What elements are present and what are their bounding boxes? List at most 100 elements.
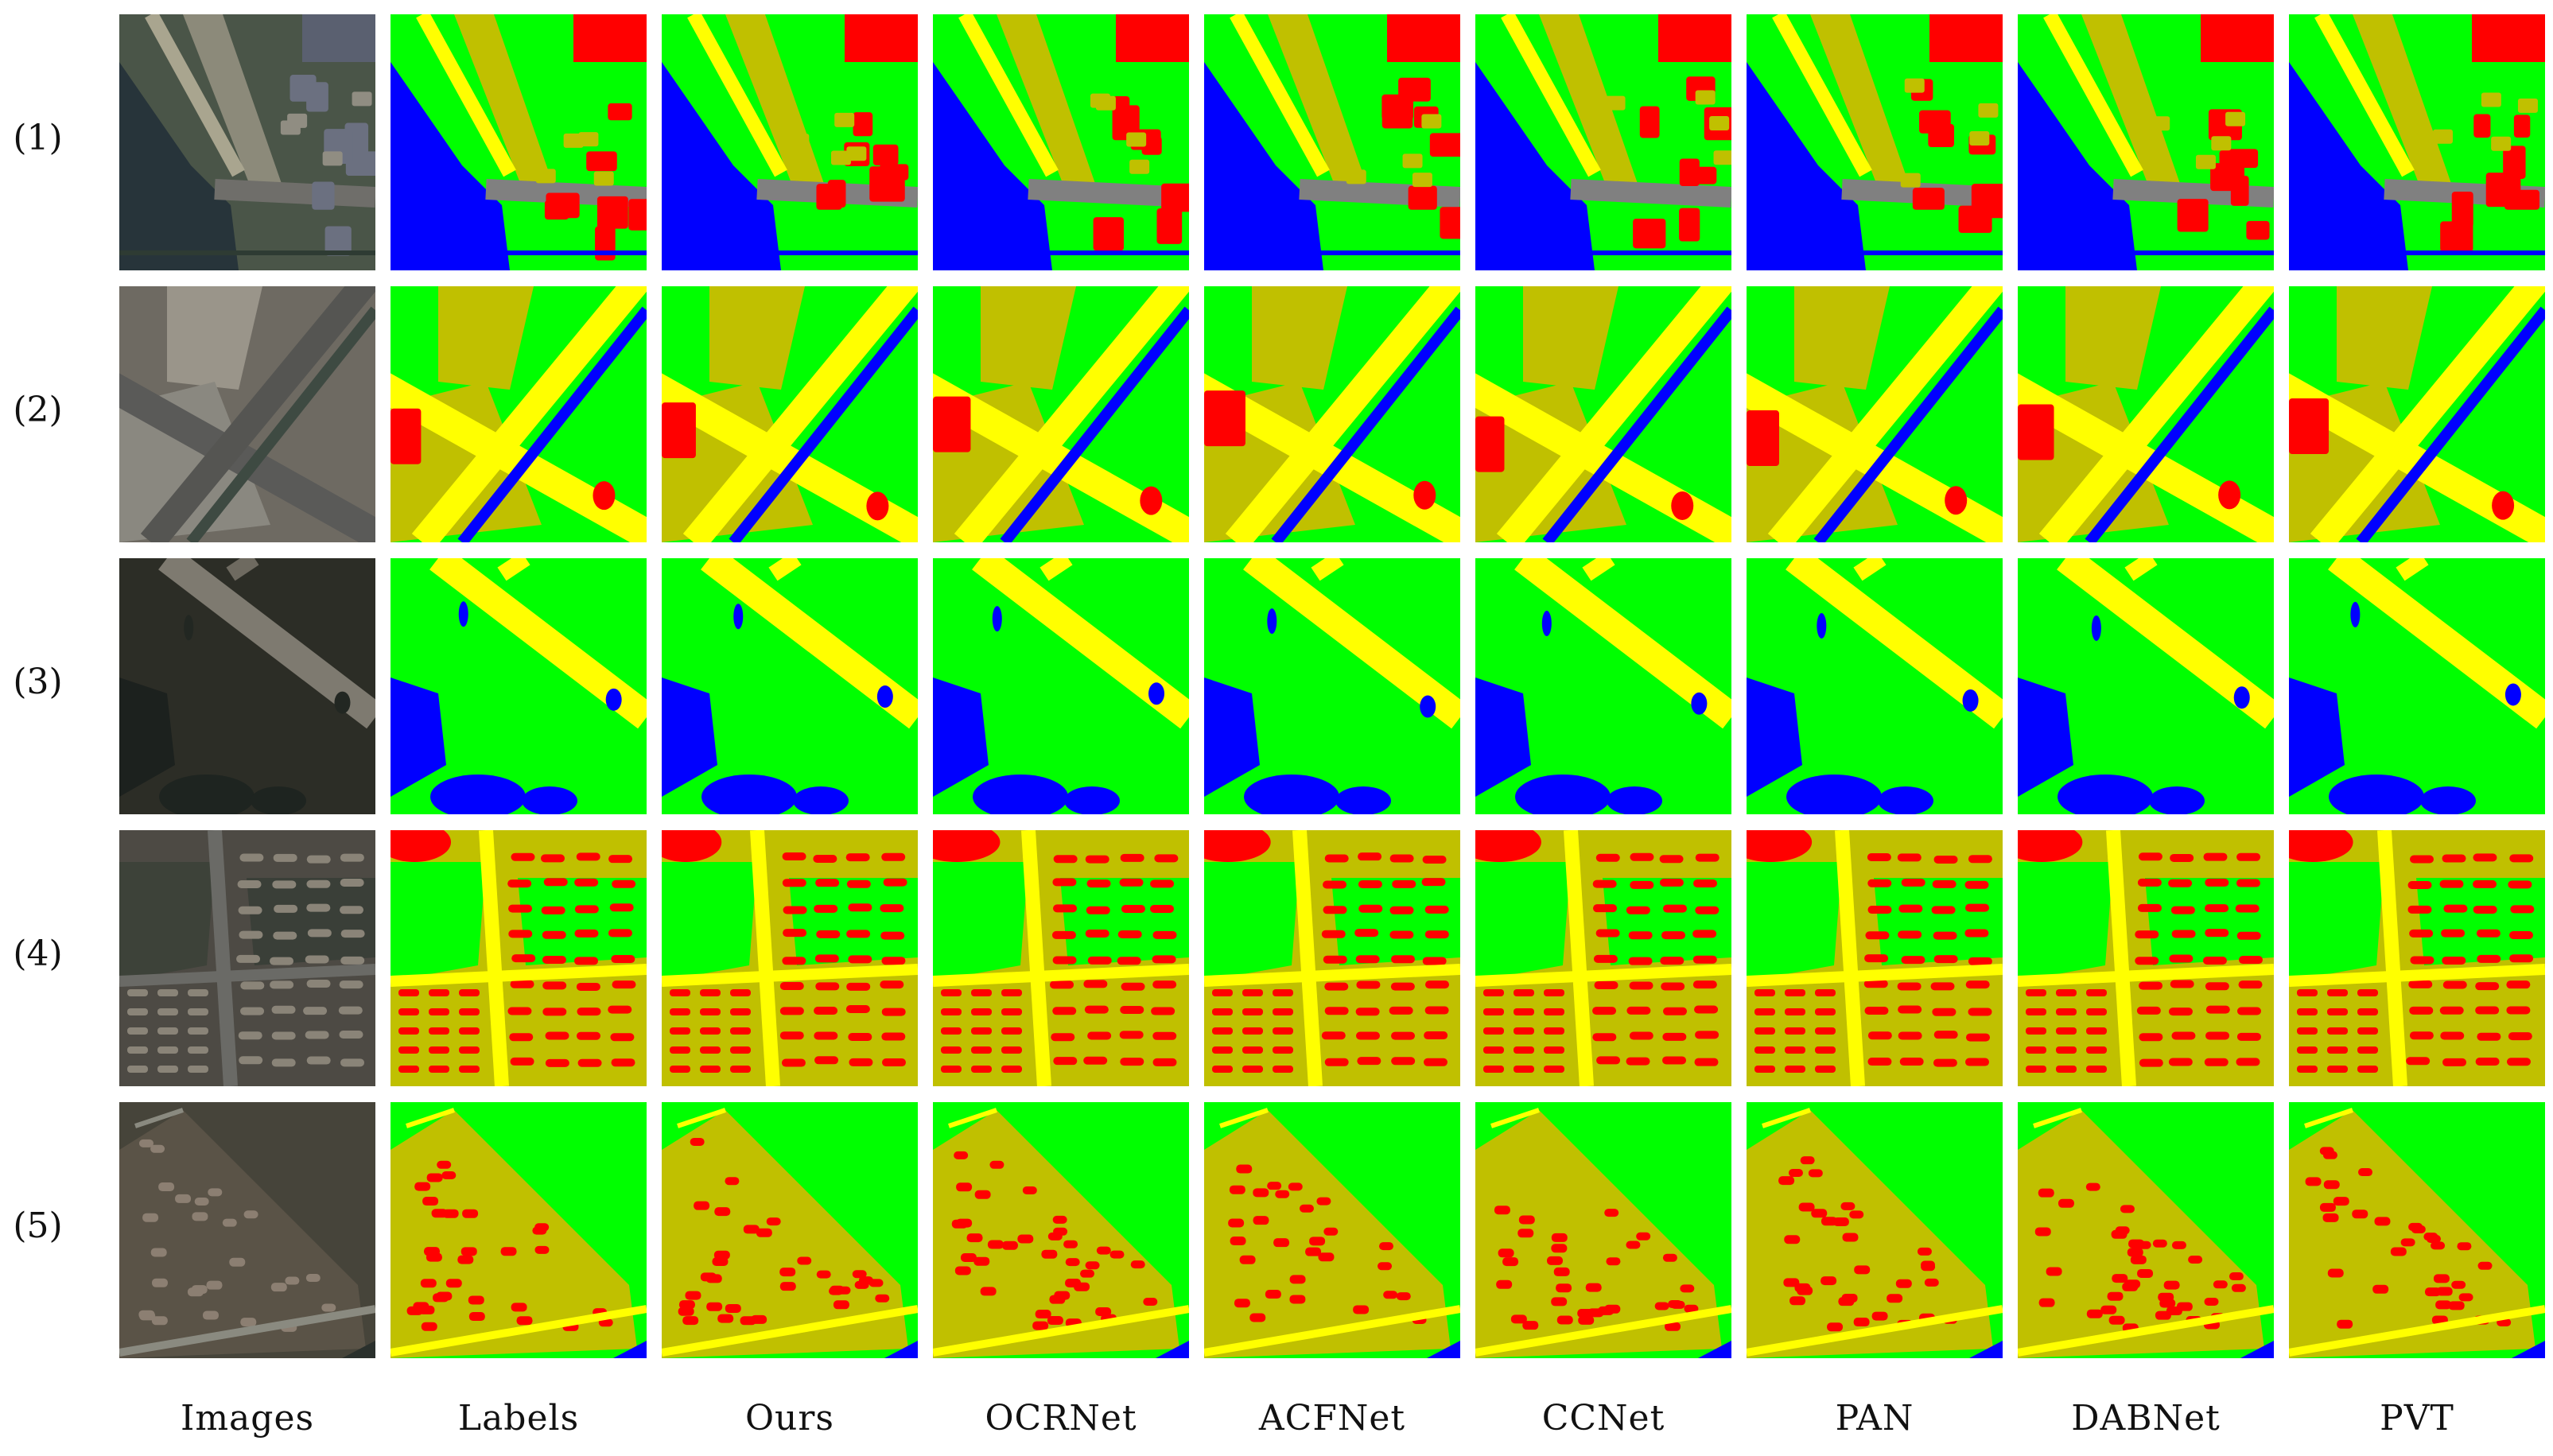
tile-row5-images-aerial-image: [119, 1102, 375, 1358]
segmentation-mask: [2289, 14, 2545, 270]
tile-row3-ccnet-segmentation-map: [1475, 558, 1731, 814]
segmentation-mask: [391, 558, 647, 814]
tile-row5-acfnet-segmentation-map: [1204, 1102, 1460, 1358]
tile-row1-pvt-segmentation-map: [2289, 14, 2545, 270]
column-label-dabnet: DABNet: [2071, 1398, 2221, 1439]
segmentation-mask: [1475, 14, 1731, 270]
column-label-ocrnet: OCRNet: [985, 1398, 1137, 1439]
column-label-labels: Labels: [457, 1398, 580, 1439]
segmentation-mask: [933, 558, 1189, 814]
tile-row5-ours-segmentation-map: [662, 1102, 918, 1358]
tile-row5-ccnet-segmentation-map: [1475, 1102, 1731, 1358]
aerial-photo: [119, 558, 375, 814]
segmentation-mask: [1747, 286, 2003, 542]
tile-row2-pan-segmentation-map: [1747, 286, 2003, 542]
tile-row2-ours-segmentation-map: [662, 286, 918, 542]
segmentation-mask: [1475, 558, 1731, 814]
tile-row4-pvt-segmentation-map: [2289, 830, 2545, 1086]
tile-row5-dabnet-segmentation-map: [2018, 1102, 2274, 1358]
segmentation-mask: [662, 286, 918, 542]
tile-row4-acfnet-segmentation-map: [1204, 830, 1460, 1086]
segmentation-mask: [933, 1102, 1189, 1358]
tile-row3-images-aerial-image: [119, 558, 375, 814]
segmentation-mask: [391, 14, 647, 270]
segmentation-mask: [1204, 830, 1460, 1086]
tile-row4-labels-segmentation-map: [391, 830, 647, 1086]
tile-row3-labels-segmentation-map: [391, 558, 647, 814]
aerial-photo: [119, 286, 375, 542]
segmentation-mask: [1747, 1102, 2003, 1358]
segmentation-mask: [933, 286, 1189, 542]
tile-row1-images-aerial-image: [119, 14, 375, 270]
segmentation-mask: [1204, 14, 1460, 270]
segmentation-mask: [2289, 830, 2545, 1086]
column-label-pvt: PVT: [2380, 1398, 2454, 1439]
tile-row3-ours-segmentation-map: [662, 558, 918, 814]
segmentation-mask: [2018, 14, 2274, 270]
segmentation-mask: [662, 14, 918, 270]
aerial-photo: [119, 1102, 375, 1358]
segmentation-mask: [391, 286, 647, 542]
segmentation-mask: [2018, 286, 2274, 542]
row-label-2: (2): [13, 390, 63, 430]
tile-row5-ocrnet-segmentation-map: [933, 1102, 1189, 1358]
tile-row2-ocrnet-segmentation-map: [933, 286, 1189, 542]
tile-row2-images-aerial-image: [119, 286, 375, 542]
segmentation-mask: [1204, 558, 1460, 814]
tile-row1-ocrnet-segmentation-map: [933, 14, 1189, 270]
tile-row4-ocrnet-segmentation-map: [933, 830, 1189, 1086]
column-label-acfnet: ACFNet: [1258, 1398, 1406, 1439]
segmentation-mask: [933, 14, 1189, 270]
segmentation-mask: [1747, 558, 2003, 814]
column-label-pan: PAN: [1835, 1398, 1914, 1439]
segmentation-mask: [2018, 830, 2274, 1086]
segmentation-mask: [662, 558, 918, 814]
tile-row4-pan-segmentation-map: [1747, 830, 2003, 1086]
segmentation-mask: [933, 830, 1189, 1086]
segmentation-mask: [662, 1102, 918, 1358]
row-label-1: (1): [13, 118, 63, 158]
row-label-5: (5): [13, 1206, 63, 1246]
column-label-images: Images: [180, 1398, 315, 1439]
tile-row1-ours-segmentation-map: [662, 14, 918, 270]
segmentation-mask: [391, 1102, 647, 1358]
tile-row3-ocrnet-segmentation-map: [933, 558, 1189, 814]
tile-row4-dabnet-segmentation-map: [2018, 830, 2274, 1086]
aerial-photo: [119, 14, 375, 270]
row-label-4: (4): [13, 934, 63, 974]
segmentation-mask: [1204, 1102, 1460, 1358]
tile-row3-pan-segmentation-map: [1747, 558, 2003, 814]
tile-row5-pvt-segmentation-map: [2289, 1102, 2545, 1358]
segmentation-mask: [1747, 830, 2003, 1086]
segmentation-mask: [2289, 1102, 2545, 1358]
tile-row4-images-aerial-image: [119, 830, 375, 1086]
segmentation-mask: [1475, 830, 1731, 1086]
tile-row4-ours-segmentation-map: [662, 830, 918, 1086]
segmentation-mask: [1475, 1102, 1731, 1358]
segmentation-mask: [1747, 14, 2003, 270]
tile-row3-pvt-segmentation-map: [2289, 558, 2545, 814]
tile-row1-ccnet-segmentation-map: [1475, 14, 1731, 270]
segmentation-mask: [2018, 1102, 2274, 1358]
tile-row3-acfnet-segmentation-map: [1204, 558, 1460, 814]
column-label-ccnet: CCNet: [1541, 1398, 1665, 1439]
tile-row2-dabnet-segmentation-map: [2018, 286, 2274, 542]
tile-row2-acfnet-segmentation-map: [1204, 286, 1460, 542]
segmentation-mask: [2289, 558, 2545, 814]
segmentation-mask: [662, 830, 918, 1086]
tile-row1-dabnet-segmentation-map: [2018, 14, 2274, 270]
segmentation-mask: [391, 830, 647, 1086]
tile-row1-acfnet-segmentation-map: [1204, 14, 1460, 270]
segmentation-mask: [2018, 558, 2274, 814]
row-label-3: (3): [13, 662, 63, 702]
tile-row5-labels-segmentation-map: [391, 1102, 647, 1358]
segmentation-mask: [1475, 286, 1731, 542]
tile-row1-pan-segmentation-map: [1747, 14, 2003, 270]
tile-row3-dabnet-segmentation-map: [2018, 558, 2274, 814]
segmentation-mask: [1204, 286, 1460, 542]
tile-row2-labels-segmentation-map: [391, 286, 647, 542]
tile-row2-ccnet-segmentation-map: [1475, 286, 1731, 542]
tile-row2-pvt-segmentation-map: [2289, 286, 2545, 542]
tile-row1-labels-segmentation-map: [391, 14, 647, 270]
